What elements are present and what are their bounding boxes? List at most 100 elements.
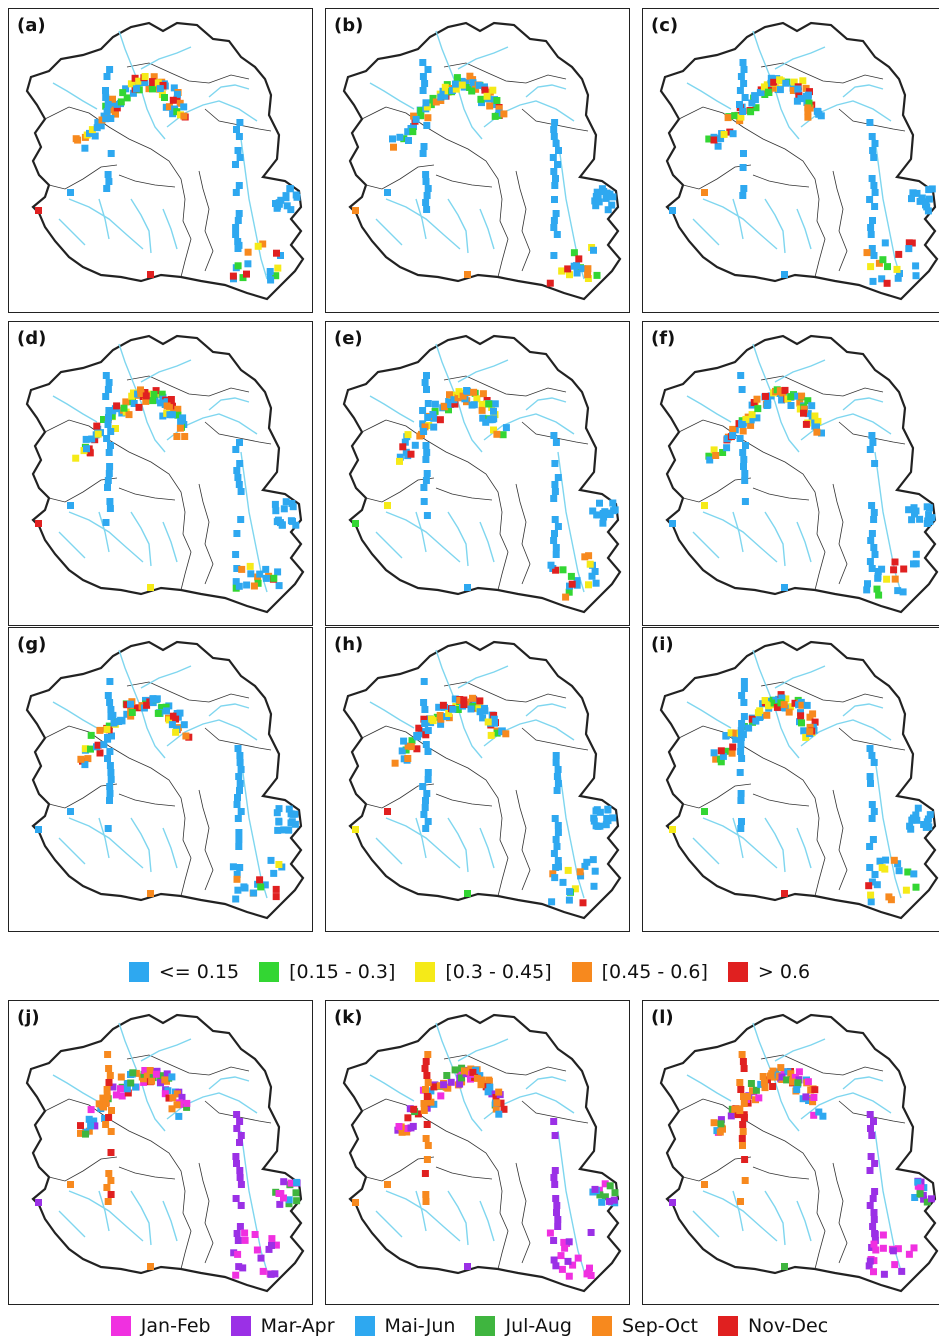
grid-cell [77,1129,84,1137]
grid-cell [585,552,593,560]
grid-cell [287,206,295,214]
grid-cell [409,128,417,136]
map-panel-j: (j) [8,1000,313,1305]
grid-cell [810,1094,818,1101]
grid-cell [84,755,92,763]
river [752,343,800,453]
grid-cell [485,1077,493,1085]
grid-cell [443,1072,451,1079]
grid-cell [747,108,755,116]
grid-cell [866,1111,874,1118]
grid-cell [274,826,282,834]
grid-cell [472,85,480,93]
sub-basin-boundary [44,419,192,591]
grid-cell [552,544,560,551]
grid-cell [551,119,559,126]
grid-cell [868,801,876,808]
sub-basin-boundary [126,375,250,397]
grid-cell [81,761,89,769]
legend-swatch [415,962,436,982]
grid-cell [739,59,747,66]
grid-cell [173,95,181,103]
grid-cell [147,584,154,591]
river [369,82,415,110]
grid-cell [421,379,429,386]
river [240,1130,268,1272]
grid-cell [867,263,875,271]
grid-cell [908,195,915,203]
grid-cell [430,1083,438,1091]
river [692,531,720,559]
grid-cell [419,87,427,94]
legend-label: [0.15 - 0.3] [289,961,396,983]
grid-cell [884,263,891,271]
grid-cell [808,416,816,424]
basin-map [342,334,622,614]
grid-cell [234,474,242,481]
grid-cell [403,1128,411,1136]
grid-cell [565,1238,573,1246]
grid-cell [879,1244,887,1252]
grid-cell [477,1081,485,1089]
grid-cell [712,755,720,763]
grid-cell [123,1085,131,1093]
grid-cell [390,143,397,151]
grid-cell [35,207,42,214]
grid-cell [235,210,243,217]
grid-cell [870,1240,878,1248]
grid-cell [917,1184,925,1192]
grid-cell [445,406,452,414]
sub-basin-boundary [361,1098,509,1270]
river [162,521,178,563]
grid-cell [246,562,254,570]
grid-cell [554,822,562,829]
grid-cell [133,704,141,712]
grid-cell [916,1190,924,1198]
grid-cell [233,1125,241,1132]
river [140,46,192,70]
grid-cell [423,1121,431,1128]
grid-cell [106,762,114,769]
grid-cell [870,1268,877,1276]
grid-cell [271,500,279,508]
grid-cell [590,246,597,254]
grid-cell [422,171,430,178]
river [208,703,250,717]
grid-cell [172,728,180,736]
grid-cell [421,1170,429,1177]
grid-cell [405,137,412,144]
river [140,1038,192,1062]
grid-cell [243,581,251,589]
grid-cell [596,499,603,507]
grid-cell [250,889,258,897]
grid-cell [412,115,420,123]
grid-cell [579,899,587,907]
grid-cell [414,1110,422,1118]
grid-cell [493,430,501,438]
river [764,198,786,254]
grid-cell [232,231,240,238]
map-panel-h: (h) [325,627,630,932]
grid-cell [551,1167,559,1174]
grid-cell [739,164,747,171]
grid-cell [609,193,617,201]
river [702,198,778,250]
grid-cell [112,1091,120,1099]
grid-cell [401,438,409,446]
grid-cell [712,452,720,459]
grid-cell [421,706,429,713]
grid-cell [573,269,581,277]
grid-cell [293,193,301,201]
grid-cell [137,390,145,397]
grid-cell [894,1245,902,1253]
grid-cell [422,1198,430,1205]
grid-cell [113,100,121,108]
grid-cell [596,1191,604,1199]
grid-cell [552,1262,560,1270]
grid-cell [109,1083,117,1091]
grid-cell [493,97,501,104]
river [58,218,86,246]
grid-cell [427,101,435,109]
grid-cell [95,1100,103,1108]
river [874,757,902,899]
